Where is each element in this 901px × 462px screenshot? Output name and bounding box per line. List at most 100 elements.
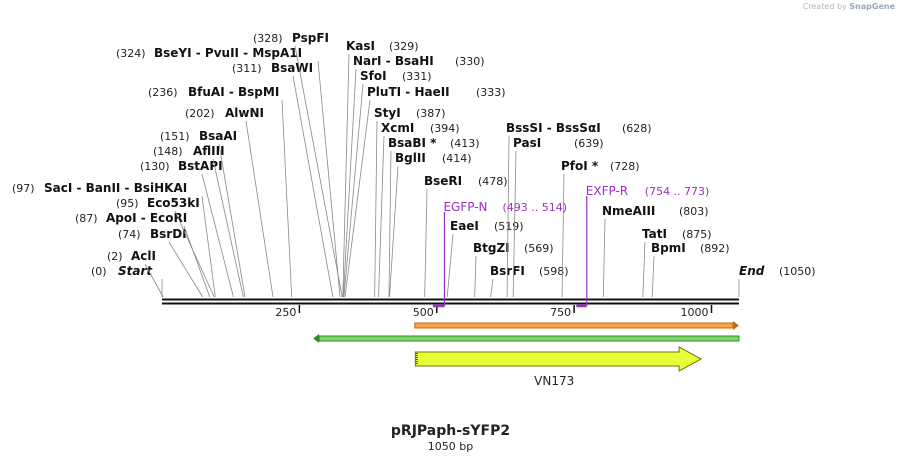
cut-site-position: (478) — [478, 175, 508, 188]
enzyme-name: TatI — [642, 227, 667, 241]
cut-site-position: (728) — [610, 160, 640, 173]
cut-site-position: (628) — [622, 122, 652, 135]
feature-label: VN173 — [534, 374, 574, 388]
enzyme-name: AlwNI — [225, 106, 264, 120]
enzyme-name: PasI — [513, 136, 541, 150]
enzyme-name: BssSI - BssSαI — [506, 121, 601, 135]
cut-site-line — [424, 188, 428, 298]
feature-arrowhead — [733, 321, 739, 330]
primer-name: EGFP-N — [443, 200, 487, 214]
enzyme-name: SacI - BanII - BsiHKAI — [44, 181, 187, 195]
enzyme-name: PluTI - HaeII — [367, 85, 450, 99]
enzyme-name: XcmI — [381, 121, 414, 135]
cut-site-position: (519) — [494, 220, 524, 233]
enzyme-name: NmeAIII — [602, 204, 655, 218]
cut-site-line — [344, 99, 371, 298]
cut-site-line — [342, 68, 357, 298]
enzyme-name: AclI — [131, 249, 156, 263]
cut-site-line — [602, 218, 606, 298]
cut-site-position: (328) — [253, 32, 283, 45]
cut-site-line — [490, 278, 494, 298]
cut-site-position: (387) — [416, 107, 446, 120]
enzyme-name: EaeI — [450, 219, 479, 233]
cut-site-line — [506, 135, 510, 298]
enzyme-name: BseRI — [424, 174, 462, 188]
feature-arrowhead — [313, 334, 320, 343]
ruler-tick-label: 250 — [275, 306, 296, 319]
enzyme-name: PfoI * — [561, 159, 599, 173]
cut-site-position: (1050) — [779, 265, 816, 278]
enzyme-name: StyI — [374, 106, 401, 120]
credit-prefix: Created by — [802, 2, 847, 11]
enzyme-name: BsaAI — [199, 129, 237, 143]
enzyme-name: BstAPI — [178, 159, 223, 173]
cut-site-line — [561, 173, 565, 298]
cut-site-line — [317, 60, 341, 298]
enzyme-name: BsaBI * — [388, 136, 437, 150]
enzyme-name: AflIII — [193, 144, 225, 158]
cut-site-line — [292, 75, 334, 298]
enzyme-name: NarI - BsaHI — [353, 54, 434, 68]
cut-site-position: (87) — [75, 212, 98, 225]
enzyme-name: BsaWI — [271, 61, 313, 75]
cut-site-position: (311) — [232, 62, 262, 75]
cut-site-line — [474, 255, 477, 298]
cut-site-position: (892) — [700, 242, 730, 255]
ruler-tick-label: 500 — [413, 306, 434, 319]
enzyme-name: PspFI — [292, 31, 329, 45]
cut-site-position: (130) — [140, 160, 170, 173]
cut-site-position: (0) — [91, 265, 107, 278]
feature-bar-reverse — [318, 335, 740, 342]
primer-range: (754 .. 773) — [645, 185, 710, 198]
cut-site-position: (324) — [116, 47, 146, 60]
cut-site-position: (414) — [442, 152, 472, 165]
enzyme-name: End — [739, 264, 765, 278]
cut-site-line — [446, 233, 454, 298]
feature-bar-forward — [414, 322, 734, 329]
cut-site-position: (97) — [12, 182, 35, 195]
cut-site-line — [374, 120, 378, 298]
cut-site-position: (639) — [574, 137, 604, 150]
cut-site-position: (95) — [116, 197, 139, 210]
cut-site-line — [651, 255, 655, 298]
enzyme-name: BpmI — [651, 241, 686, 255]
snapgene-credit: Created by SnapGene — [803, 2, 895, 11]
cut-site-line — [642, 241, 646, 298]
cut-site-position: (394) — [430, 122, 460, 135]
enzyme-name: BseYI - PvuII - MspA1I — [154, 46, 302, 60]
enzyme-name: Start — [118, 264, 153, 278]
enzyme-name: BsrDI — [150, 227, 187, 241]
cut-site-position: (329) — [389, 40, 419, 53]
ruler-tick-label: 1000 — [681, 306, 709, 319]
cut-site-line — [343, 83, 364, 298]
cut-site-line — [342, 53, 350, 298]
cut-site-position: (569) — [524, 242, 554, 255]
enzyme-name: BtgZI — [473, 241, 510, 255]
cut-site-line — [389, 165, 399, 298]
enzyme-name: KasI — [346, 39, 375, 53]
cut-site-position: (803) — [679, 205, 709, 218]
cut-site-line — [168, 241, 204, 298]
cut-site-line — [212, 158, 244, 298]
cut-site-position: (875) — [682, 228, 712, 241]
cut-site-position: (236) — [148, 86, 178, 99]
cut-site-position: (74) — [118, 228, 141, 241]
cut-site-line — [183, 225, 211, 298]
cut-site-line — [174, 210, 215, 298]
plasmid-name: pRJPaph-sYFP2 — [390, 423, 511, 439]
cut-site-line — [201, 173, 234, 298]
cut-site-line — [294, 45, 343, 298]
cut-site-position: (151) — [160, 130, 190, 143]
cut-site-line — [144, 263, 164, 298]
plasmid-size: 1050 bp — [427, 440, 474, 453]
enzyme-name: ApoI - EcoRI — [106, 211, 187, 225]
cut-site-position: (148) — [153, 145, 183, 158]
cut-site-line — [281, 99, 293, 298]
snapgene-logo: SnapGene — [849, 2, 895, 11]
enzyme-name: BfuAI - BspMI — [188, 85, 279, 99]
enzyme-name: Eco53kI — [147, 196, 200, 210]
cut-site-line — [378, 135, 385, 298]
primer-range: (493 .. 514) — [502, 201, 567, 214]
enzyme-name: BglII — [395, 151, 426, 165]
